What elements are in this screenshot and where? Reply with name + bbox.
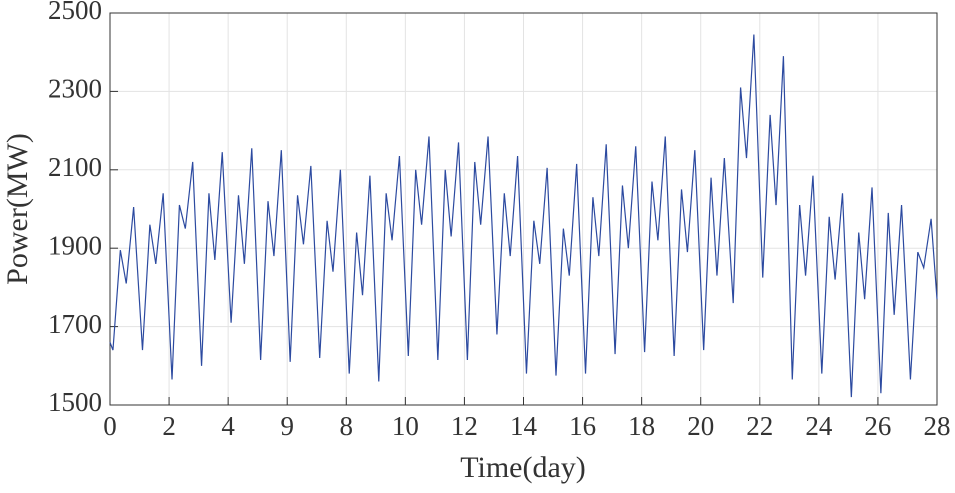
x-tick-label: 8	[340, 411, 354, 441]
y-tick-label: 2100	[48, 152, 102, 182]
y-tick-label: 2300	[48, 74, 102, 104]
x-tick-label: 10	[392, 411, 419, 441]
x-tick-label: 9	[280, 411, 294, 441]
y-tick-label: 1900	[48, 230, 102, 260]
x-tick-label: 2	[162, 411, 176, 441]
y-axis-label: Power(MW)	[1, 133, 34, 285]
x-axis-label: Time(day)	[460, 451, 586, 484]
y-tick-label: 2500	[48, 0, 102, 25]
x-tick-label: 14	[510, 411, 538, 441]
y-tick-label: 1500	[48, 387, 102, 417]
data-line	[109, 34, 938, 398]
x-tick-label: 26	[864, 411, 891, 441]
x-tick-label: 24	[805, 411, 833, 441]
x-tick-label: 0	[103, 411, 117, 441]
x-tick-label: 20	[687, 411, 714, 441]
x-tick-label: 22	[746, 411, 773, 441]
x-tick-label: 12	[451, 411, 478, 441]
x-tick-label: 16	[569, 411, 596, 441]
y-tick-label: 1700	[48, 309, 102, 339]
x-tick-label: 4	[221, 411, 235, 441]
plot-frame	[109, 12, 938, 406]
x-tick-label: 18	[628, 411, 655, 441]
x-tick-label: 28	[924, 411, 951, 441]
